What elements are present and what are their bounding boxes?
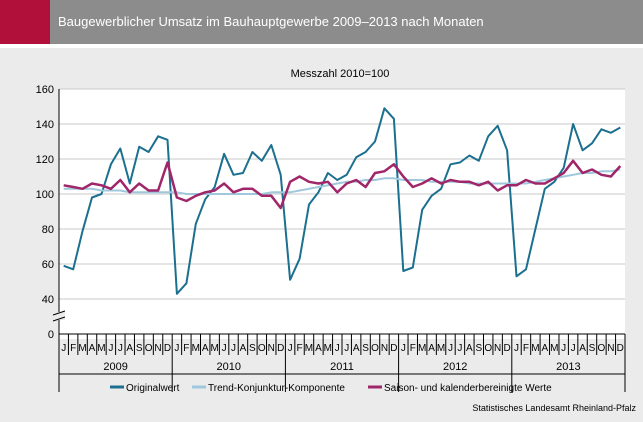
series-line [63,107,621,295]
year-label: 2013 [556,361,580,373]
month-label: M [437,343,445,354]
month-label: N [268,343,275,354]
month-label: O [258,343,266,354]
axis-break-mark [52,316,66,322]
month-label: M [192,343,200,354]
y-tick-label: 0 [48,329,54,341]
series-line [63,159,622,210]
month-label: D [503,343,510,354]
month-label: D [617,343,624,354]
month-label: J [222,343,227,354]
month-label: J [335,343,340,354]
year-label: 2011 [330,361,354,373]
month-label: A [315,343,322,354]
month-label: A [579,343,586,354]
month-label: F [523,343,529,354]
month-label: A [541,343,548,354]
month-label: M [418,343,426,354]
month-label: S [589,343,596,354]
y-tick-label: 60 [42,259,54,271]
month-label: J [571,343,576,354]
legend-label: Saison- und kalenderbereinigte Werte [384,383,552,394]
month-label: F [70,343,76,354]
year-label: 2012 [443,361,467,373]
month-label: S [362,343,369,354]
header-accent-bar [0,0,50,44]
month-label: J [61,343,66,354]
month-label: J [401,343,406,354]
y-tick-label: 140 [36,119,54,131]
month-label: A [89,343,96,354]
month-label: A [240,343,247,354]
month-label: F [296,343,302,354]
month-label: M [324,343,332,354]
series-line [63,168,621,195]
month-label: J [288,343,293,354]
legend: Originalwert Trend-Konjunktur-Komponente S… [110,383,552,394]
y-tick-label: 160 [36,84,54,96]
month-label: A [466,343,473,354]
month-label: O [145,343,153,354]
month-label: M [550,343,558,354]
month-label: N [494,343,501,354]
gridlines [59,88,625,300]
month-label: S [475,343,482,354]
month-label: F [183,343,189,354]
month-label: A [126,343,133,354]
month-label: J [561,343,566,354]
month-label: M [210,343,218,354]
month-label: M [305,343,313,354]
month-label: S [249,343,256,354]
month-label: M [78,343,86,354]
series-lines [63,107,622,295]
year-label: 2009 [103,361,127,373]
month-label: M [531,343,539,354]
month-label: M [97,343,105,354]
month-label: S [136,343,143,354]
month-label: J [514,343,519,354]
month-label: J [457,343,462,354]
month-label: D [164,343,171,354]
month-label: F [410,343,416,354]
legend-label: Originalwert [126,383,180,394]
month-label: A [353,343,360,354]
month-label: J [448,343,453,354]
y-tick-label: 40 [42,294,54,306]
y-tick-label: 120 [36,154,54,166]
axis-break-gap [53,312,65,320]
month-label: O [484,343,492,354]
month-label: A [202,343,209,354]
month-label: O [598,343,606,354]
y-tick-label: 100 [36,189,54,201]
month-label: N [381,343,388,354]
chart-header: Baugewerblicher Umsatz im Bauhauptgewerb… [0,0,643,44]
chart-subtitle: Messzahl 2010=100 [291,68,390,80]
month-label: O [371,343,379,354]
month-label: A [428,343,435,354]
chart-title: Baugewerblicher Umsatz im Bauhauptgewerb… [58,14,484,29]
month-label: J [344,343,349,354]
month-label: N [607,343,614,354]
month-label: J [174,343,179,354]
source-note: Statistisches Landesamt Rheinland-Pfalz [472,403,636,413]
axis-break-mark [52,310,66,316]
month-label: J [108,343,113,354]
month-label: J [231,343,236,354]
y-tick-label: 80 [42,224,54,236]
axes [52,89,626,392]
year-label: 2010 [217,361,241,373]
legend-label: Trend-Konjunktur-Komponente [208,383,345,394]
month-label: D [390,343,397,354]
month-label: D [277,343,284,354]
month-label: J [118,343,123,354]
plot-area [59,89,625,339]
month-label: N [154,343,161,354]
